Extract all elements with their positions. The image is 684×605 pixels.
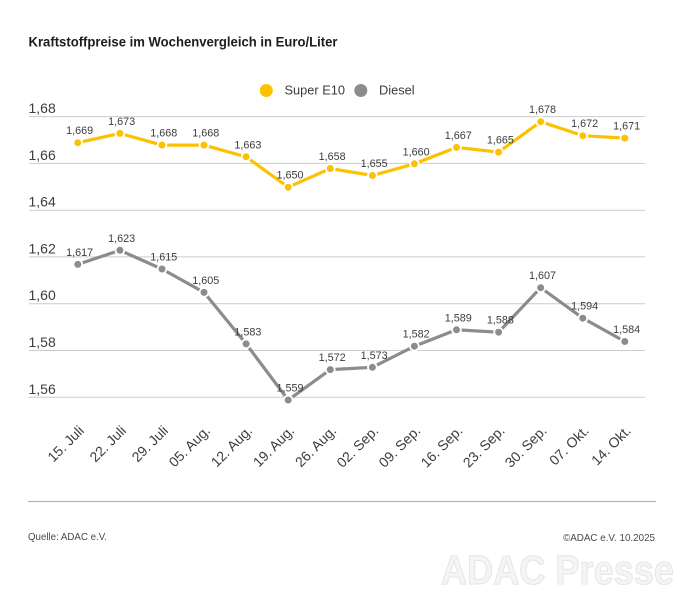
svg-text:1,559: 1,559 bbox=[276, 383, 303, 395]
svg-text:1,605: 1,605 bbox=[192, 275, 219, 287]
svg-text:Diesel: Diesel bbox=[379, 82, 415, 97]
svg-text:1,668: 1,668 bbox=[150, 128, 177, 140]
svg-text:1,673: 1,673 bbox=[108, 116, 135, 128]
svg-text:1,668: 1,668 bbox=[192, 128, 219, 140]
svg-text:1,573: 1,573 bbox=[361, 350, 388, 362]
svg-text:1,64: 1,64 bbox=[29, 194, 56, 210]
svg-text:1,655: 1,655 bbox=[361, 158, 388, 170]
svg-text:1,650: 1,650 bbox=[276, 170, 303, 182]
svg-text:1,671: 1,671 bbox=[613, 121, 640, 133]
svg-text:1,62: 1,62 bbox=[29, 240, 56, 256]
svg-text:1,607: 1,607 bbox=[529, 270, 556, 282]
svg-text:1,572: 1,572 bbox=[319, 352, 346, 364]
svg-text:Kraftstoffpreise im Wochenverg: Kraftstoffpreise im Wochenvergleich in E… bbox=[29, 35, 339, 50]
svg-text:1,589: 1,589 bbox=[445, 312, 472, 324]
svg-text:1,660: 1,660 bbox=[403, 146, 430, 158]
svg-text:ADAC Presse: ADAC Presse bbox=[441, 547, 674, 593]
svg-text:1,60: 1,60 bbox=[29, 287, 56, 303]
svg-text:©ADAC e.V. 10.2025: ©ADAC e.V. 10.2025 bbox=[563, 533, 655, 544]
svg-text:1,623: 1,623 bbox=[108, 233, 135, 245]
svg-text:1,58: 1,58 bbox=[29, 334, 56, 350]
svg-text:1,672: 1,672 bbox=[571, 118, 598, 130]
svg-text:Super E10: Super E10 bbox=[285, 82, 345, 97]
svg-text:1,663: 1,663 bbox=[234, 139, 261, 151]
svg-text:1,658: 1,658 bbox=[319, 151, 346, 163]
svg-text:1,584: 1,584 bbox=[613, 324, 640, 336]
svg-text:1,667: 1,667 bbox=[445, 130, 472, 142]
svg-text:1,66: 1,66 bbox=[29, 147, 56, 163]
svg-text:1,665: 1,665 bbox=[487, 135, 514, 147]
svg-text:1,678: 1,678 bbox=[529, 104, 556, 116]
svg-text:1,56: 1,56 bbox=[29, 381, 56, 397]
svg-text:1,68: 1,68 bbox=[29, 100, 56, 116]
svg-text:1,617: 1,617 bbox=[66, 247, 93, 259]
svg-text:1,583: 1,583 bbox=[234, 326, 261, 338]
svg-text:1,582: 1,582 bbox=[403, 329, 430, 341]
svg-text:1,669: 1,669 bbox=[66, 125, 93, 137]
svg-text:1,594: 1,594 bbox=[571, 301, 598, 313]
svg-text:Quelle: ADAC e.V.: Quelle: ADAC e.V. bbox=[28, 532, 107, 543]
svg-text:1,588: 1,588 bbox=[487, 315, 514, 327]
svg-text:1,615: 1,615 bbox=[150, 252, 177, 264]
